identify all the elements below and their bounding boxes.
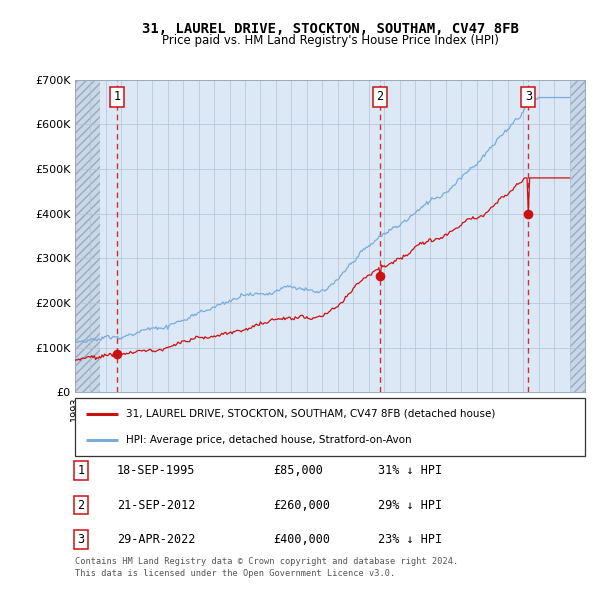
Text: 18-SEP-1995: 18-SEP-1995	[117, 464, 196, 477]
Text: 2: 2	[376, 90, 383, 103]
Text: Contains HM Land Registry data © Crown copyright and database right 2024.
This d: Contains HM Land Registry data © Crown c…	[75, 558, 458, 578]
Text: 1: 1	[113, 90, 121, 103]
Text: 3: 3	[77, 533, 85, 546]
Text: 1: 1	[77, 464, 85, 477]
Text: 23% ↓ HPI: 23% ↓ HPI	[378, 533, 442, 546]
Text: 2: 2	[77, 499, 85, 512]
Text: 29-APR-2022: 29-APR-2022	[117, 533, 196, 546]
FancyBboxPatch shape	[75, 398, 585, 456]
Text: 21-SEP-2012: 21-SEP-2012	[117, 499, 196, 512]
Text: £400,000: £400,000	[273, 533, 330, 546]
Text: 31, LAUREL DRIVE, STOCKTON, SOUTHAM, CV47 8FB: 31, LAUREL DRIVE, STOCKTON, SOUTHAM, CV4…	[142, 22, 518, 37]
Bar	[569, 80, 585, 392]
Text: 29% ↓ HPI: 29% ↓ HPI	[378, 499, 442, 512]
Text: HPI: Average price, detached house, Stratford-on-Avon: HPI: Average price, detached house, Stra…	[126, 435, 412, 445]
Text: Price paid vs. HM Land Registry's House Price Index (HPI): Price paid vs. HM Land Registry's House …	[161, 34, 499, 47]
Text: £85,000: £85,000	[273, 464, 323, 477]
Text: 31% ↓ HPI: 31% ↓ HPI	[378, 464, 442, 477]
Text: £260,000: £260,000	[273, 499, 330, 512]
Text: 31, LAUREL DRIVE, STOCKTON, SOUTHAM, CV47 8FB (detached house): 31, LAUREL DRIVE, STOCKTON, SOUTHAM, CV4…	[126, 409, 496, 419]
Bar	[75, 80, 100, 392]
Text: 3: 3	[525, 90, 532, 103]
